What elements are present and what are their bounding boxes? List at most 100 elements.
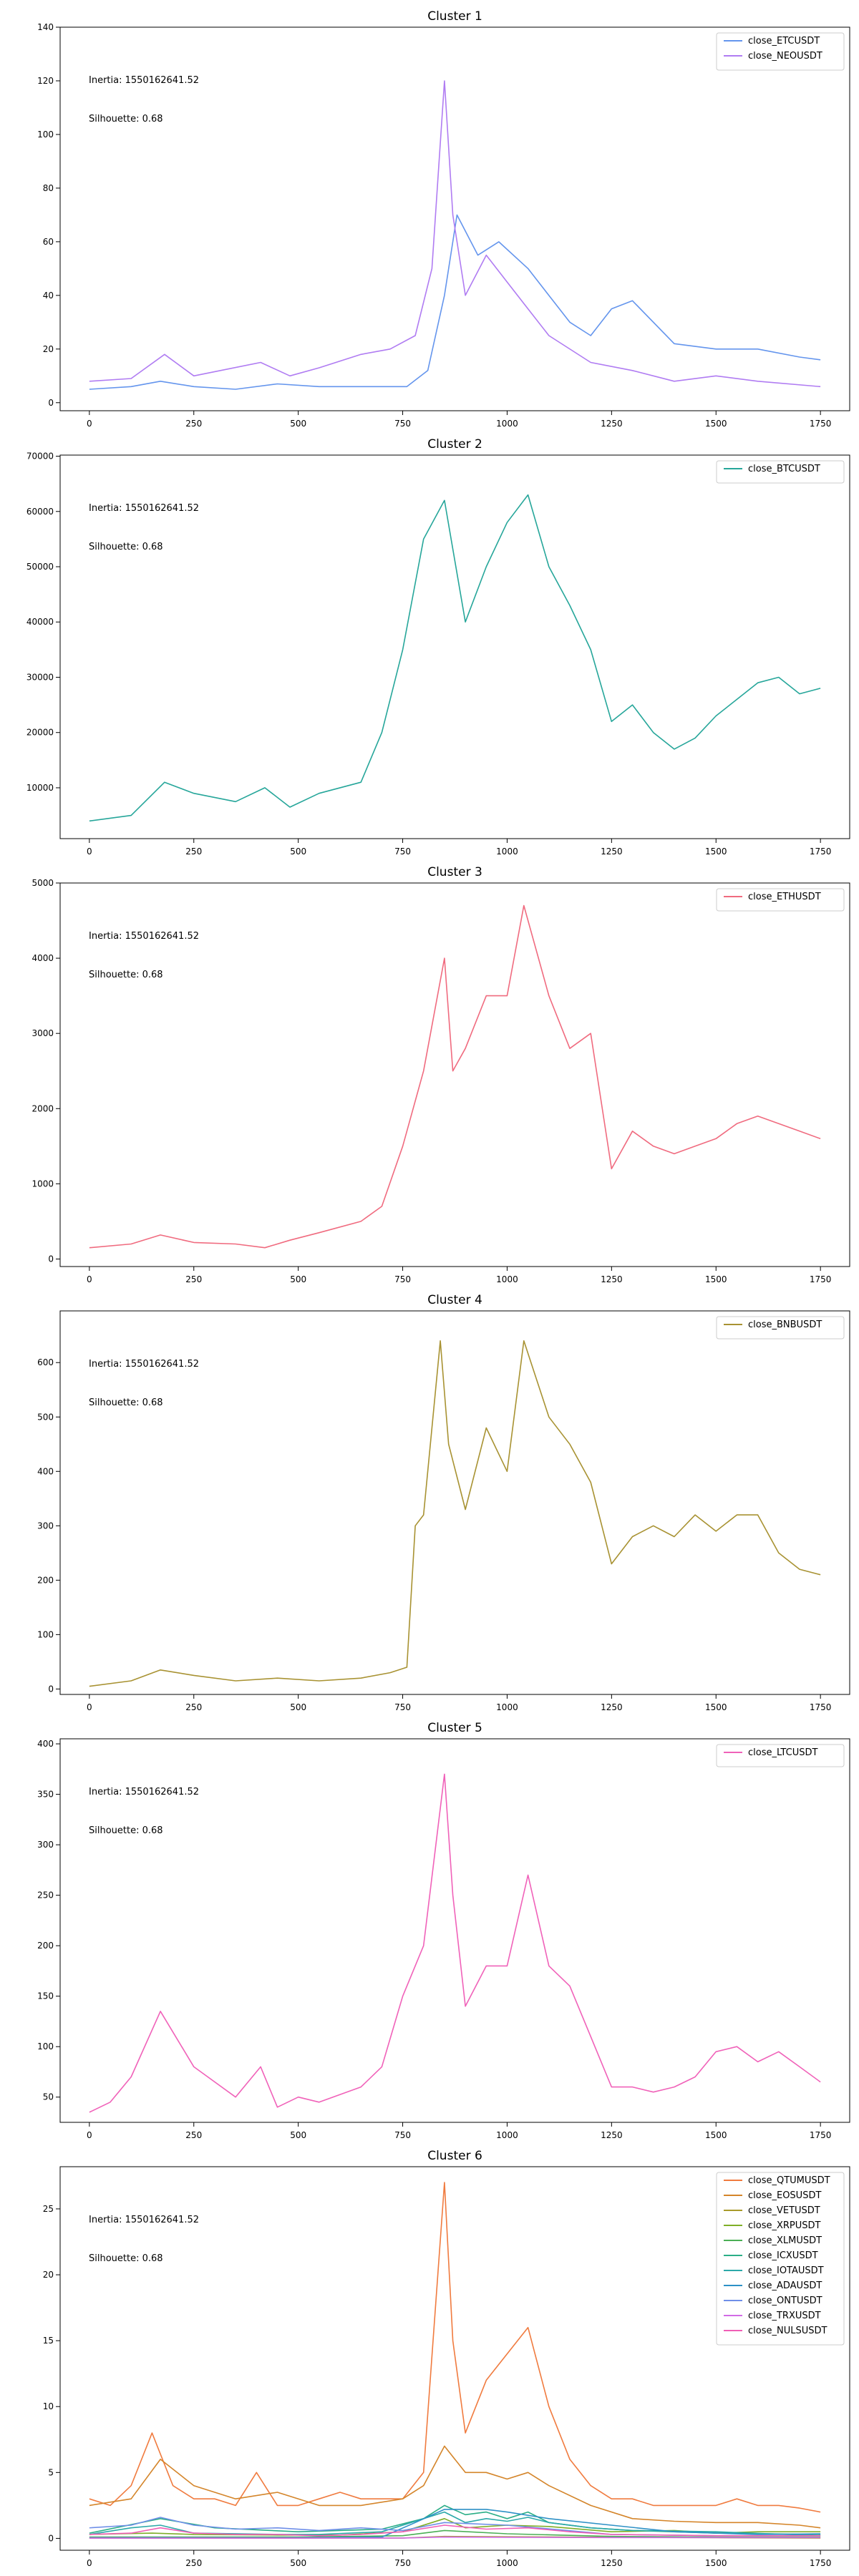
y-tick-label: 0 (48, 1684, 54, 1694)
y-tick-label: 600 (37, 1357, 54, 1367)
x-tick-label: 1750 (810, 419, 832, 429)
annotation-text: Silhouette: 0.68 (89, 542, 163, 552)
y-tick-label: 250 (37, 1890, 54, 1901)
chart-panel-4: Cluster 4 0 250 500 750 1000 1250 1500 1750 0 100 2… (37, 1293, 850, 1712)
x-tick-label: 750 (394, 2558, 411, 2568)
chart-panel-6: Cluster 6 0 250 500 750 1000 1250 1500 1750 0 5 10 1… (43, 2149, 850, 2568)
x-tick-label: 1000 (496, 1702, 518, 1712)
y-tick-label: 10 (43, 2401, 54, 2411)
series-lines (89, 1340, 821, 1687)
annotation-text: Inertia: 1550162641.52 (89, 931, 199, 942)
series-line-close_NEOUSDT (89, 80, 821, 388)
x-tick-label: 1000 (496, 419, 518, 429)
y-tick-label: 60 (43, 237, 54, 247)
x-tick-label: 1750 (810, 1702, 832, 1712)
x-tick-label: 1250 (601, 419, 623, 429)
legend-label: close_TRXUSDT (748, 2311, 821, 2321)
x-tick-label: 0 (87, 419, 92, 429)
x-tick-label: 500 (290, 847, 306, 857)
series-lines (89, 494, 821, 822)
x-tick-label: 500 (290, 1274, 306, 1284)
x-tick-label: 1000 (496, 2130, 518, 2140)
axes-frame (59, 2166, 850, 2551)
series-line-close_LTCUSDT (89, 1773, 821, 2113)
legend-label: close_ETHUSDT (748, 892, 821, 902)
x-tick-label: 1500 (705, 1274, 727, 1284)
x-tick-label: 1000 (496, 2558, 518, 2568)
series-lines (89, 1773, 821, 2113)
x-tick-label: 0 (87, 1702, 92, 1712)
x-tick-label: 750 (394, 1702, 411, 1712)
x-tick-label: 1500 (705, 2558, 727, 2568)
x-tick-label: 1250 (601, 2130, 623, 2140)
series-line-close_BTCUSDT (89, 494, 821, 822)
axes-frame (59, 454, 850, 839)
x-tick-label: 1750 (810, 2558, 832, 2568)
x-tick-label: 0 (87, 1274, 92, 1284)
y-tick-label: 0 (48, 2533, 54, 2543)
annotation-text: Silhouette: 0.68 (89, 2253, 163, 2264)
legend-box (716, 460, 845, 484)
series-line-close_EOSUSDT (89, 2445, 821, 2529)
annotation-text: Silhouette: 0.68 (89, 970, 163, 980)
series-line-close_TRXUSDT (89, 2536, 821, 2539)
series-line-close_ETCUSDT (89, 214, 821, 390)
y-tick-label: 300 (37, 1840, 54, 1850)
y-tick-label: 10000 (26, 783, 54, 793)
y-tick-label: 20 (43, 2270, 54, 2280)
y-tick-label: 60000 (26, 507, 54, 517)
x-tick-label: 250 (185, 847, 202, 857)
y-tick-label: 3000 (31, 1028, 54, 1038)
x-tick-label: 250 (185, 1274, 202, 1284)
x-tick-label: 1250 (601, 2558, 623, 2568)
legend-label: close_ADAUSDT (748, 2280, 822, 2291)
y-tick-label: 40000 (26, 617, 54, 627)
legend-label: close_ICXUSDT (748, 2250, 818, 2261)
y-tick-label: 4000 (31, 953, 54, 963)
legend-label: close_NEOUSDT (748, 51, 822, 62)
legend-label: close_BNBUSDT (748, 1319, 822, 1330)
y-tick-label: 20000 (26, 728, 54, 738)
axes-frame (59, 26, 850, 411)
y-tick-label: 500 (37, 1412, 54, 1422)
x-tick-label: 0 (87, 2558, 92, 2568)
series-line-close_ETHUSDT (89, 904, 821, 1249)
x-tick-label: 1500 (705, 1702, 727, 1712)
x-tick-label: 1750 (810, 847, 832, 857)
x-tick-label: 500 (290, 2130, 306, 2140)
series-lines (89, 2182, 821, 2539)
x-tick-label: 1500 (705, 419, 727, 429)
series-lines (89, 80, 821, 390)
x-tick-label: 1250 (601, 1274, 623, 1284)
chart-panel-3: Cluster 3 0 250 500 750 1000 1250 1500 1750 0 1000… (31, 865, 850, 1284)
legend-label: close_QTUMUSDT (748, 2175, 830, 2186)
y-tick-label: 20 (43, 344, 54, 354)
y-tick-label: 400 (37, 1466, 54, 1476)
y-tick-label: 0 (48, 1254, 54, 1264)
x-tick-label: 1250 (601, 847, 623, 857)
x-tick-label: 250 (185, 2130, 202, 2140)
legend-label: close_LTCUSDT (748, 1747, 817, 1758)
annotation-text: Silhouette: 0.68 (89, 114, 163, 125)
legend-label: close_EOSUSDT (748, 2190, 821, 2201)
series-line-close_XLMUSDT (89, 2529, 821, 2538)
axes-frame (59, 1310, 850, 1695)
y-tick-label: 40 (43, 291, 54, 301)
series-line-close_BNBUSDT (89, 1340, 821, 1687)
y-tick-label: 70000 (26, 452, 54, 462)
x-tick-label: 0 (87, 2130, 92, 2140)
x-tick-label: 500 (290, 419, 306, 429)
x-tick-label: 0 (87, 847, 92, 857)
legend-label: close_XRPUSDT (748, 2220, 821, 2231)
y-tick-label: 50000 (26, 562, 54, 572)
axes-frame (59, 882, 850, 1267)
chart-title: Cluster 4 (427, 1293, 482, 1307)
y-tick-label: 200 (37, 1941, 54, 1951)
y-tick-label: 15 (43, 2336, 54, 2346)
legend-label: close_ONTUSDT (748, 2296, 822, 2306)
annotation-text: Silhouette: 0.68 (89, 1397, 163, 1408)
annotation-text: Inertia: 1550162641.52 (89, 1359, 199, 1370)
y-tick-label: 5 (48, 2467, 54, 2477)
chart-title: Cluster 3 (427, 865, 482, 879)
x-tick-label: 750 (394, 2130, 411, 2140)
